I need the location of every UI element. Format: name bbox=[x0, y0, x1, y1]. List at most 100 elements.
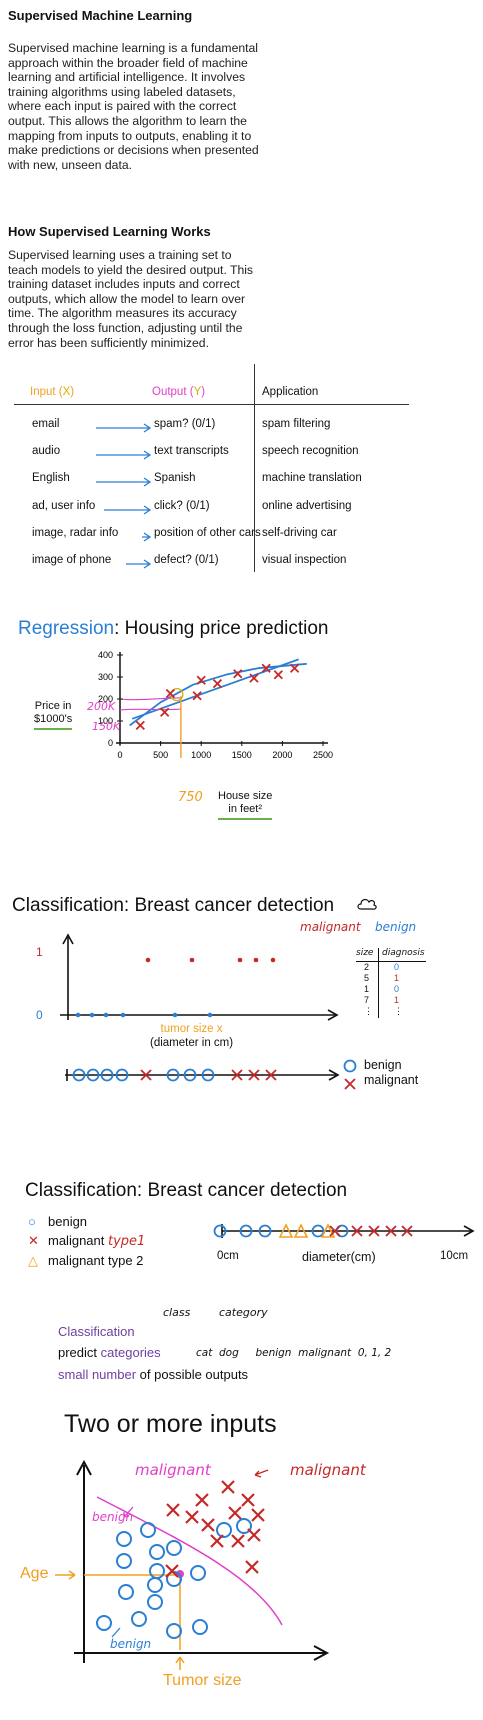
benign-circle bbox=[190, 1565, 206, 1581]
header-output: Output (Y) bbox=[152, 386, 206, 398]
benign-dot bbox=[120, 1012, 126, 1018]
diagnosis-value: ⋮ bbox=[394, 1006, 403, 1016]
regression-xlabel-underline bbox=[218, 818, 273, 820]
regression-chart: 0 500 1000 1500 2000 2500 0 100 200 300 400 bbox=[98, 650, 333, 760]
malignant-cross bbox=[210, 1534, 224, 1548]
malignant-cross bbox=[247, 1528, 261, 1542]
arrow-icon bbox=[96, 450, 152, 460]
size-diag-header: size diagnosis bbox=[356, 948, 428, 961]
arrow-icon bbox=[96, 477, 152, 487]
benign-circle bbox=[118, 1584, 134, 1600]
line-legend-benign: benign bbox=[364, 1058, 402, 1072]
table-header-rule bbox=[14, 404, 409, 405]
note-predict-line: predict categories bbox=[58, 1345, 161, 1360]
section-body-how-it-works: Supervised learning uses a training set … bbox=[8, 248, 254, 350]
two-inputs-title: Two or more inputs bbox=[64, 1410, 277, 1438]
size-value: 1 bbox=[364, 984, 370, 994]
malignant-dot bbox=[270, 957, 276, 963]
regression-ylabel: Price in $1000's bbox=[34, 700, 73, 730]
class2-legend-benign: ○ benign bbox=[28, 1212, 145, 1231]
class2-legend-malignant: ✕ malignant type1 bbox=[28, 1231, 145, 1251]
line-legend-malignant: malignant bbox=[364, 1073, 419, 1087]
table-cell-output: text transcripts bbox=[154, 445, 229, 458]
table-cell-output: defect? (0/1) bbox=[154, 554, 219, 566]
benign-circle bbox=[72, 1068, 86, 1082]
arrow-icon bbox=[142, 532, 152, 542]
benign-circle bbox=[216, 1522, 232, 1538]
reg-data-point bbox=[165, 688, 175, 699]
malignant-dot bbox=[237, 957, 243, 963]
regression-xlabel: House size in feet² bbox=[218, 790, 273, 820]
benign-circle bbox=[239, 1224, 253, 1238]
two-inputs-tumor-size: Tumor size bbox=[163, 1672, 242, 1689]
benign-circle bbox=[147, 1577, 163, 1593]
note-of-possible: of possible outputs bbox=[139, 1367, 249, 1382]
regression-title-word: Regression bbox=[18, 618, 115, 639]
benign-dot bbox=[207, 1012, 213, 1018]
size-diagnosis-table: size diagnosis 2 0 5 1 1 0 7 1 ⋮ ⋮ bbox=[356, 948, 428, 1018]
benign-circle bbox=[147, 1594, 163, 1610]
benign-circle bbox=[335, 1224, 349, 1238]
class1-y-one: 1 bbox=[36, 945, 43, 959]
size-header: size bbox=[356, 948, 374, 958]
table-cell-output: Spanish bbox=[154, 472, 196, 485]
note-class: class bbox=[163, 1306, 191, 1319]
malignant-cross bbox=[231, 1534, 245, 1548]
table-cell-input: audio bbox=[32, 445, 61, 458]
benign-circle bbox=[96, 1615, 112, 1631]
benign-circle bbox=[192, 1619, 208, 1635]
table-cell-application: machine translation bbox=[262, 472, 362, 485]
malignant-cross bbox=[245, 1560, 259, 1574]
malignant-cross bbox=[248, 1069, 260, 1081]
header-input: Input (X) bbox=[30, 386, 75, 398]
regression-title: Regression: Housing price prediction bbox=[18, 618, 329, 640]
malignant-cross bbox=[231, 1069, 243, 1081]
reg-data-point bbox=[249, 673, 259, 683]
size-diag-rule-h bbox=[356, 961, 426, 962]
classification1-plot bbox=[60, 933, 357, 1090]
malignant-cross bbox=[251, 1508, 265, 1522]
regression-xlabel-line2: in feet² bbox=[228, 803, 263, 815]
table-cell-application: visual inspection bbox=[262, 554, 347, 566]
class1-xlabel-line2: (diameter in cm) bbox=[150, 1037, 234, 1049]
table-column-rule bbox=[254, 364, 255, 572]
benign-circle bbox=[166, 1068, 180, 1082]
malignant-cross bbox=[265, 1069, 277, 1081]
legend-benign-hand: benign bbox=[375, 920, 417, 934]
size-diag-rule-v bbox=[378, 948, 379, 1018]
reg-y-tick-label: 100 bbox=[98, 716, 113, 726]
two-inputs-malignant-top: malignant bbox=[135, 1461, 211, 1479]
table-cell-input: email bbox=[32, 418, 60, 430]
size-value: 7 bbox=[364, 995, 370, 1005]
annot-150k: 150K bbox=[92, 720, 121, 733]
table-cell-application: online advertising bbox=[262, 499, 352, 512]
reg-annot-200k-line bbox=[119, 697, 181, 701]
triangle-icon: △ bbox=[28, 1253, 38, 1268]
benign-circle bbox=[201, 1068, 215, 1082]
diagnosis-value: 1 bbox=[394, 973, 400, 983]
size-value: ⋮ bbox=[364, 1006, 373, 1016]
class1-xlabel: tumor size x (diameter in cm) bbox=[150, 1022, 233, 1050]
benign-circle bbox=[166, 1540, 182, 1556]
malignant-dot bbox=[253, 957, 259, 963]
reg-data-point bbox=[135, 720, 145, 731]
reg-y-tick-label: 400 bbox=[98, 650, 113, 660]
reg-data-point bbox=[289, 663, 300, 673]
benign-circle bbox=[213, 1224, 227, 1238]
classification2-line bbox=[213, 1223, 475, 1238]
reg-x-tick-label: 2500 bbox=[313, 750, 333, 760]
benign-circle bbox=[116, 1553, 132, 1569]
class2-axis-label: diameter(cm) bbox=[302, 1250, 376, 1264]
regression-title-rest: : Housing price prediction bbox=[114, 618, 329, 639]
note-category: category bbox=[219, 1306, 268, 1319]
class2-legend-malignant2: △ malignant type 2 bbox=[28, 1251, 145, 1270]
table-cell-input: image, radar info bbox=[32, 526, 119, 539]
two-inputs-age: Age bbox=[20, 1565, 49, 1582]
cloud-icon bbox=[357, 898, 377, 910]
header-input-label: Input bbox=[30, 386, 56, 398]
regression-ylabel-line2: $1000's bbox=[34, 713, 73, 725]
arrow-icon bbox=[96, 423, 152, 433]
